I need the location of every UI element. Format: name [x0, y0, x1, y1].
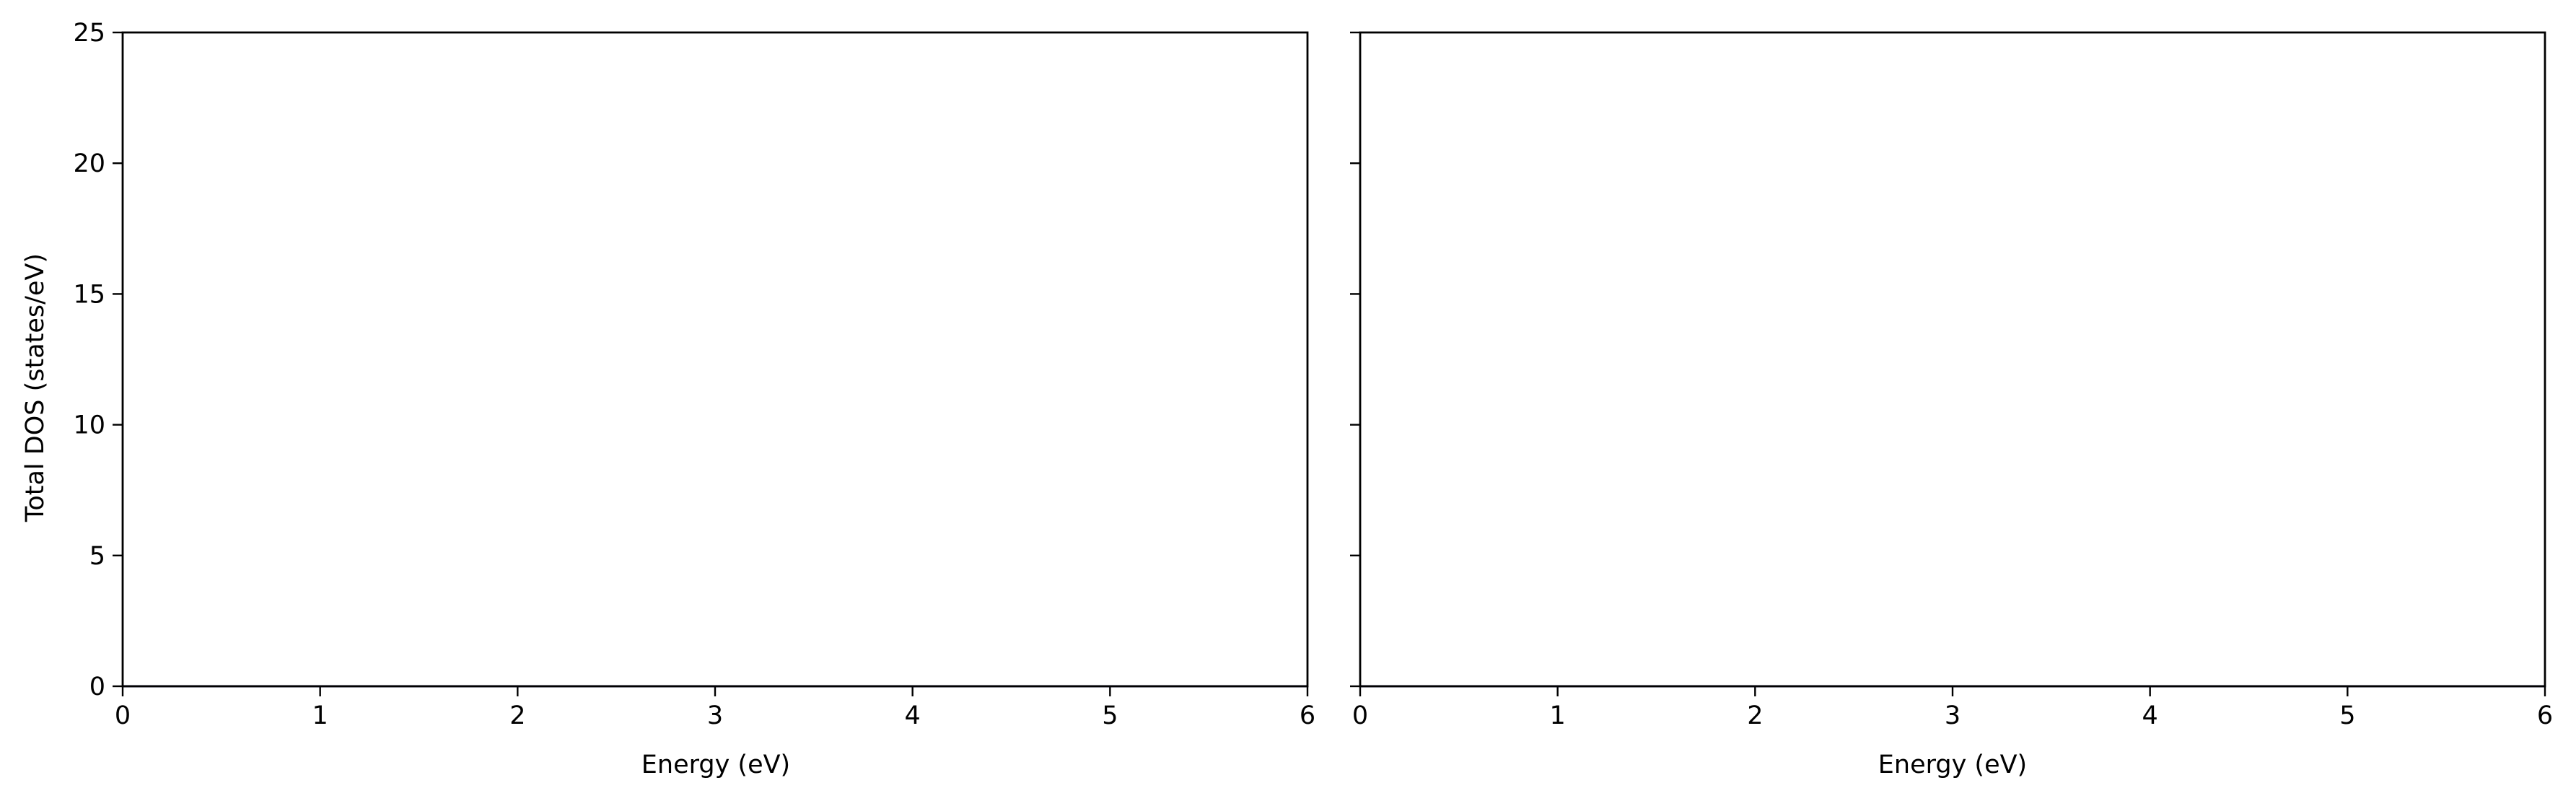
left-x-tick-label: 6 [1300, 701, 1315, 730]
left-y-tick-label: 5 [89, 542, 105, 571]
left-y-tick-label: 15 [73, 280, 105, 309]
right-x-tick-label: 1 [1550, 701, 1566, 730]
left-x-tick-label: 1 [312, 701, 328, 730]
left-plot-frame [121, 31, 1309, 688]
left-panel: Energy (eV) Total DOS (states/eV) 0 1 2 3 4 5… [21, 19, 1315, 779]
right-x-tick-label: 0 [1352, 701, 1368, 730]
right-plot-frame [1359, 31, 2546, 688]
left-y-tick-label: 0 [89, 673, 105, 701]
left-x-tick-label: 5 [1102, 701, 1118, 730]
left-y-tick-label: 10 [73, 411, 105, 440]
left-x-tick-label: 0 [115, 701, 131, 730]
left-x-tick-label: 4 [905, 701, 921, 730]
right-x-axis-label: Energy (eV) [1878, 750, 2027, 779]
right-x-tick-label: 6 [2537, 701, 2553, 730]
left-x-axis-label: Energy (eV) [641, 750, 790, 779]
left-y-tick-label: 25 [73, 19, 105, 48]
right-x-tick-label: 4 [2142, 701, 2158, 730]
right-x-tick-label: 5 [2339, 701, 2355, 730]
left-x-tick-label: 3 [707, 701, 723, 730]
right-x-tick-label: 3 [1945, 701, 1961, 730]
right-x-tick-label: 2 [1747, 701, 1763, 730]
left-x-tick-label: 2 [509, 701, 525, 730]
left-ticks: 0 1 2 3 4 5 6 0 5 10 15 20 25 [73, 19, 1315, 730]
right-ticks: 0 1 2 3 4 5 6 [1350, 31, 2553, 730]
left-y-axis-label: Total DOS (states/eV) [21, 253, 50, 522]
left-y-tick-label: 20 [73, 149, 105, 178]
right-panel: Energy (eV) 0 1 2 3 4 5 6 [1350, 31, 2553, 779]
